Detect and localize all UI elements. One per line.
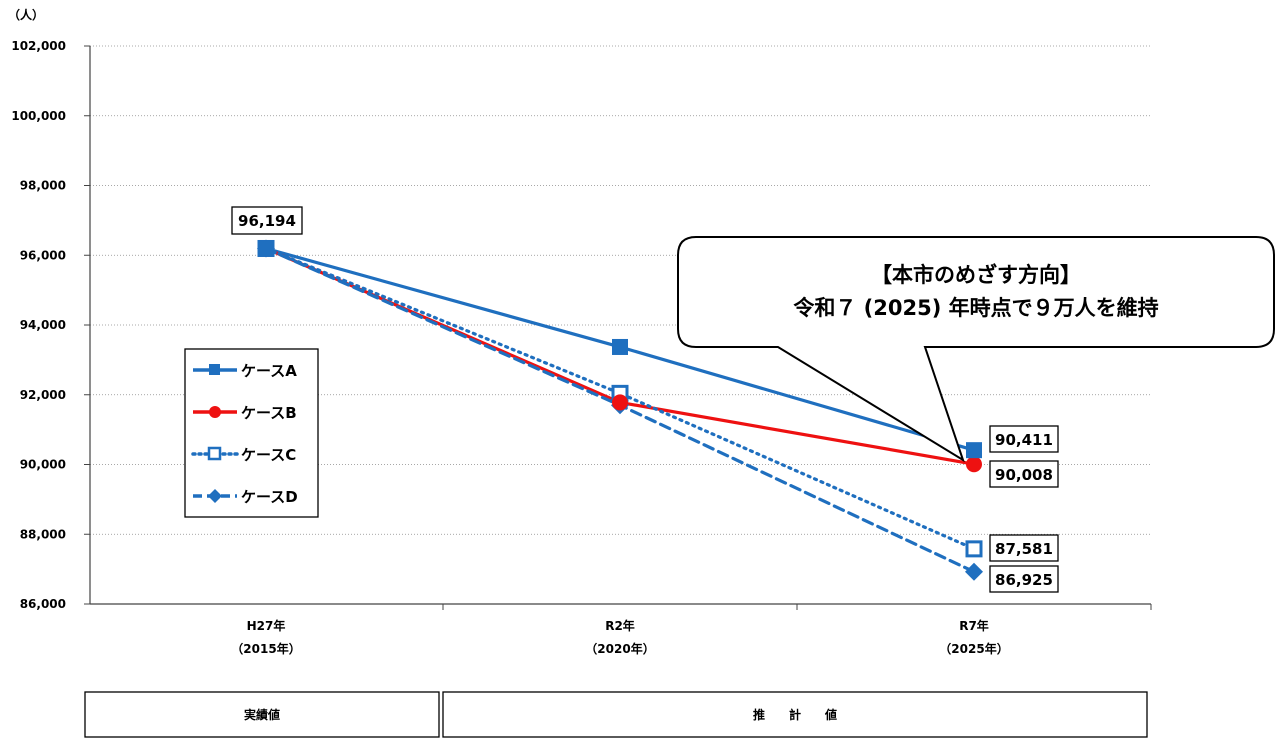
x-tick-sublabel: （2015年） <box>231 641 300 656</box>
x-tick-label: R2年 <box>605 618 635 633</box>
y-tick-label: 86,000 <box>20 597 66 611</box>
legend-item-case-b: ケースB <box>193 404 297 422</box>
svg-text:96,194: 96,194 <box>238 212 296 230</box>
y-tick-label: 100,000 <box>11 109 66 123</box>
series-line-2 <box>264 246 976 551</box>
x-tick-sublabel: （2025年） <box>939 641 1008 656</box>
data-label-90411: 90,411 <box>989 425 1059 453</box>
svg-text:ケースA: ケースA <box>241 362 297 380</box>
callout-annotation: 【本市のめざす方向】 令和７ (2025) 年時点で９万人を維持 <box>677 236 1275 463</box>
legend-item-case-d: ケースD <box>193 488 298 506</box>
legend-box <box>184 348 319 518</box>
svg-text:ケースD: ケースD <box>241 488 298 506</box>
x-tick-labels: H27年 （2015年） R2年 （2020年） R7年 （2025年） <box>231 618 1008 656</box>
y-tick-label: 102,000 <box>11 39 66 53</box>
series-1-point-2 <box>966 456 982 473</box>
y-tick-label: 98,000 <box>20 179 66 193</box>
period-actual: 実績値 <box>84 691 440 738</box>
series-3-point-2 <box>965 562 983 581</box>
series-markers <box>257 239 983 581</box>
svg-text:90,008: 90,008 <box>995 466 1053 484</box>
grid-lines <box>84 45 1151 605</box>
svg-text:86,925: 86,925 <box>995 571 1053 589</box>
svg-text:実績値: 実績値 <box>244 707 280 722</box>
y-tick-label: 88,000 <box>20 527 66 541</box>
data-label-87581: 87,581 <box>989 534 1059 562</box>
callout-line-2: 令和７ (2025) 年時点で９万人を維持 <box>793 296 1158 320</box>
legend-item-case-a: ケースA <box>193 362 297 380</box>
series-1-point-1 <box>612 394 628 411</box>
legend: ケースA ケースB ケースC ケースD <box>184 348 319 518</box>
y-unit-label: （人） <box>8 7 44 22</box>
series-0-point-1 <box>612 338 628 355</box>
series-2-point-2 <box>965 540 983 558</box>
callout-line-1: 【本市のめざす方向】 <box>871 263 1081 287</box>
svg-text:ケースC: ケースC <box>241 446 296 464</box>
data-label-86925: 86,925 <box>989 565 1059 593</box>
x-tick-sublabel: （2020年） <box>585 641 654 656</box>
period-estimate: 推 計 値 <box>442 691 1148 738</box>
series-0-point-0 <box>258 240 274 257</box>
data-label-90008: 90,008 <box>989 460 1059 488</box>
y-tick-labels: 86,000 88,000 90,000 92,000 94,000 96,000 98,0… <box>11 39 66 611</box>
series-0-point-2 <box>966 442 982 459</box>
y-tick-label: 90,000 <box>20 458 66 472</box>
legend-item-case-c: ケースC <box>191 446 296 464</box>
svg-text:推 計 値: 推 計 値 <box>753 707 837 722</box>
y-tick-label: 94,000 <box>20 318 66 332</box>
x-tick-label: H27年 <box>247 618 286 633</box>
svg-text:ケースB: ケースB <box>241 404 297 422</box>
svg-text:90,411: 90,411 <box>995 431 1053 449</box>
x-tick-label: R7年 <box>959 618 989 633</box>
svg-text:87,581: 87,581 <box>995 540 1053 558</box>
data-label-96194: 96,194 <box>231 206 303 235</box>
y-tick-label: 92,000 <box>20 388 66 402</box>
y-tick-label: 96,000 <box>20 248 66 262</box>
